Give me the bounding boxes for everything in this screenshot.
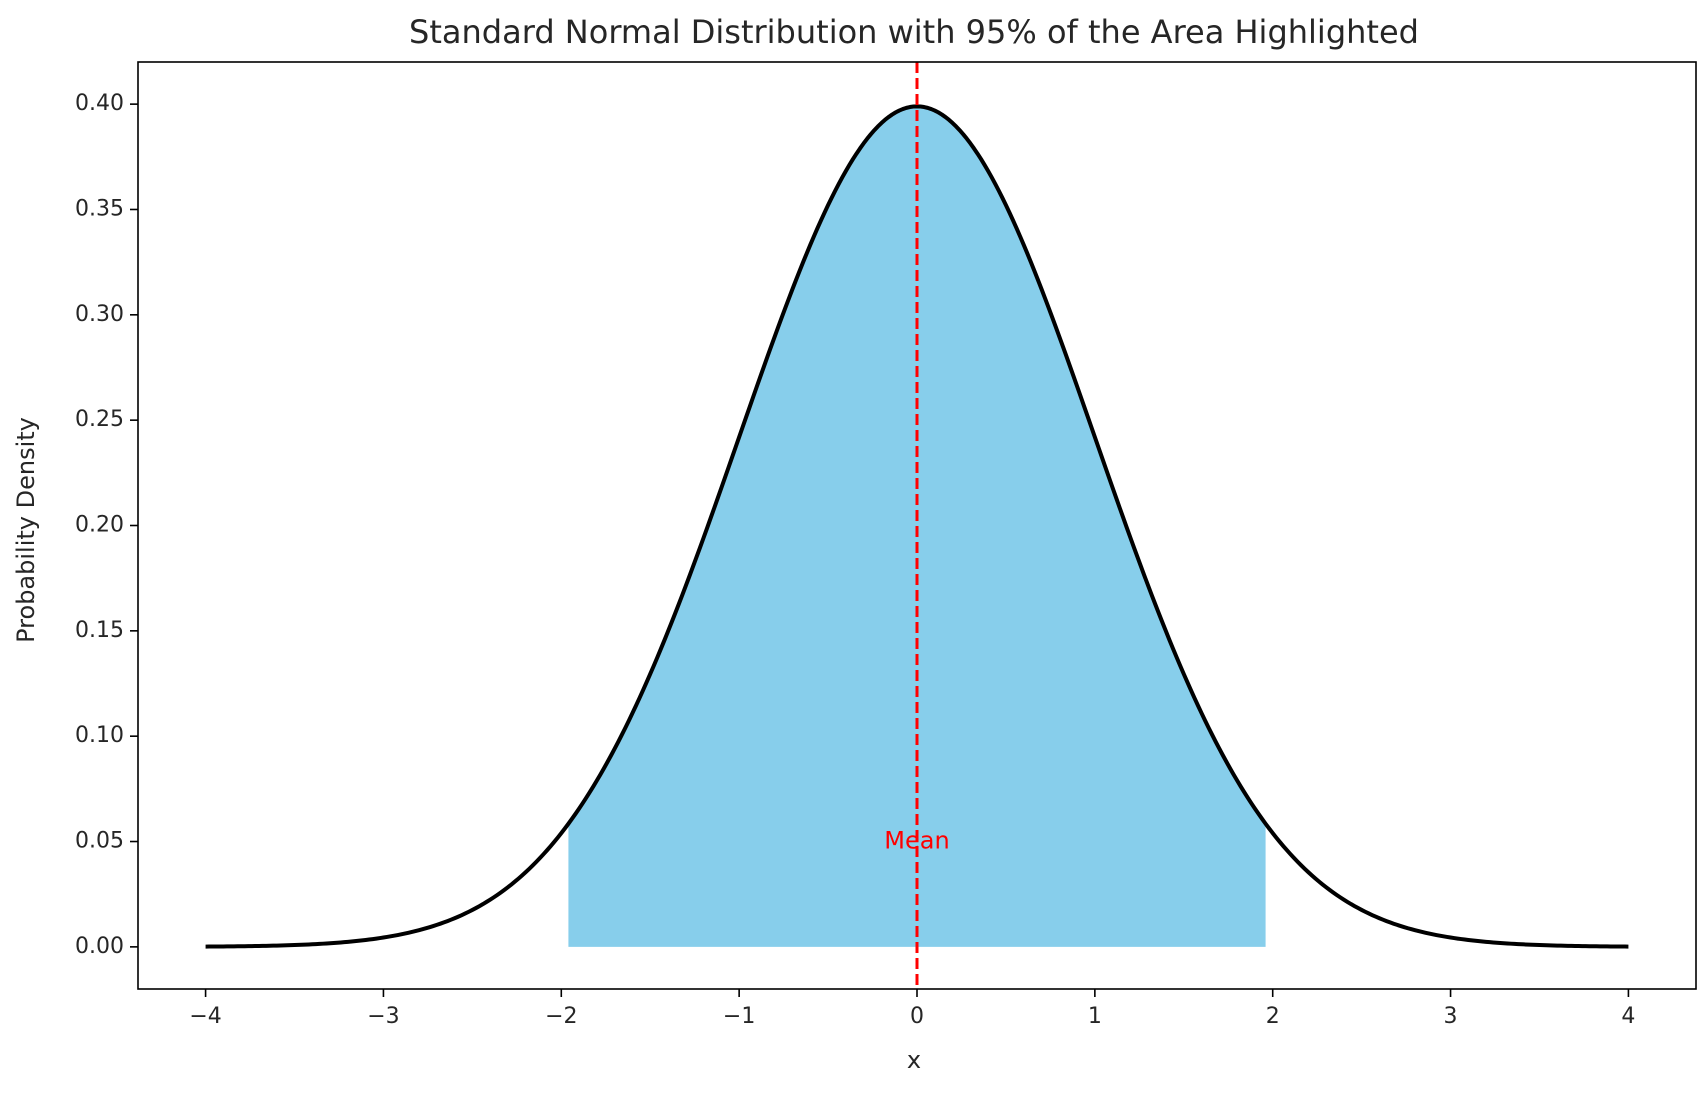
x-tick-label: 4 — [1621, 1004, 1635, 1029]
y-tick-label: 0.40 — [75, 91, 124, 116]
plot-area: Mean −4 −3 −2 −1 0 1 2 3 4 0.00 0.05 0.10 0.15 0.20 0.2… — [75, 61, 1697, 1029]
x-tick-label: −1 — [723, 1004, 755, 1029]
x-tick-label: −2 — [545, 1004, 577, 1029]
x-tick-label: −4 — [189, 1004, 221, 1029]
chart-title: Standard Normal Distribution with 95% of… — [409, 13, 1419, 51]
x-tick-label: 0 — [910, 1004, 924, 1029]
x-axis-label: x — [907, 1046, 921, 1074]
y-tick-label: 0.30 — [75, 302, 124, 327]
x-tick-label: 1 — [1088, 1004, 1102, 1029]
y-tick-label: 0.15 — [75, 618, 124, 643]
x-tick-label: −3 — [367, 1004, 399, 1029]
y-axis-label: Probability Density — [12, 417, 40, 643]
y-tick-label: 0.25 — [75, 407, 124, 432]
y-tick-label: 0.05 — [75, 829, 124, 854]
y-tick-label: 0.10 — [75, 723, 124, 748]
y-tick-label: 0.35 — [75, 196, 124, 221]
y-tick-label: 0.00 — [75, 934, 124, 959]
mean-annotation: Mean — [884, 827, 949, 855]
y-tick-label: 0.20 — [75, 513, 124, 538]
pdf-curve — [205, 104, 1629, 949]
x-tick-label: 2 — [1266, 1004, 1280, 1029]
x-tick-label: 3 — [1444, 1004, 1458, 1029]
